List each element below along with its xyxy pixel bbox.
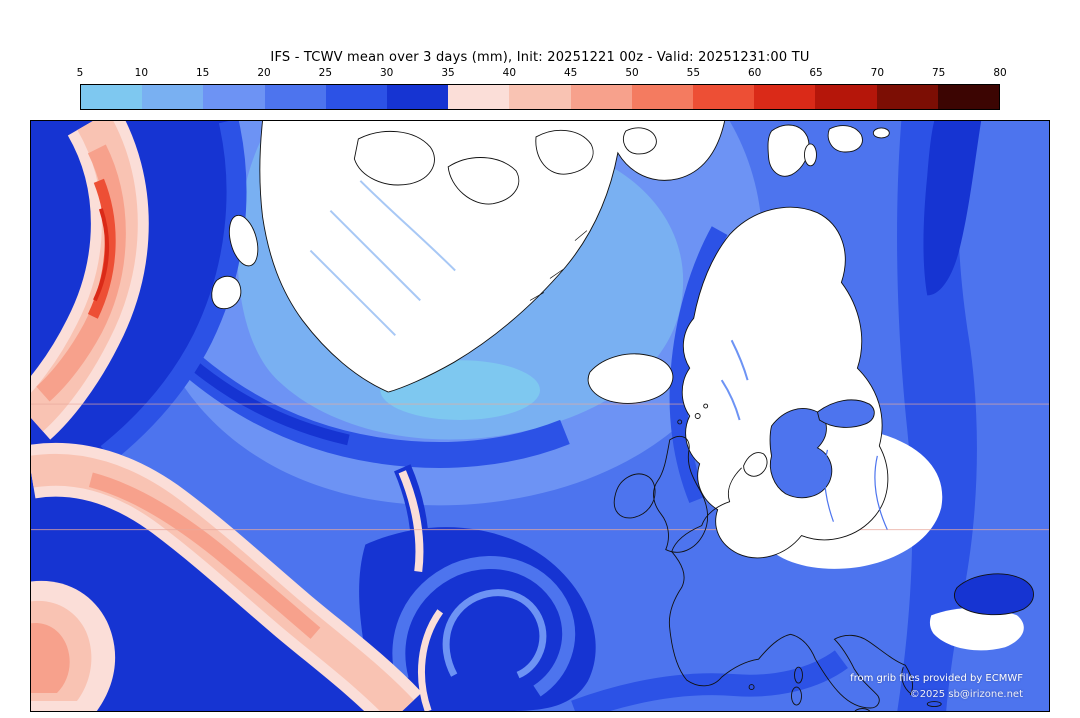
colorbar-segment xyxy=(693,85,755,109)
colorbar-tick-label: 70 xyxy=(870,67,885,79)
contour-fills-dark-blues xyxy=(31,121,982,711)
colorbar-tick-label: 40 xyxy=(502,67,517,79)
colorbar-segment xyxy=(631,85,694,109)
colorbar-tick-label: 65 xyxy=(809,67,823,79)
warm-plume-bands xyxy=(31,121,444,711)
colorbar-segment xyxy=(264,85,326,109)
coastlines xyxy=(211,121,1034,711)
colorbar-tick-label: 5 xyxy=(76,67,84,79)
colorbar-segment xyxy=(876,85,938,109)
colorbar-segment xyxy=(448,85,510,109)
map-frame: from grib files provided by ECMWF ©2025 … xyxy=(30,120,1050,712)
colorbar: 5 10 15 20 25 30 35 40 45 50 55 60 65 70 75 80 xyxy=(77,67,1007,110)
colorbar-segment xyxy=(387,85,449,109)
colorbar-tick-label: 60 xyxy=(747,67,762,79)
colorbar-tick-label: 25 xyxy=(318,67,333,79)
colorbar-tick-label: 35 xyxy=(441,67,455,79)
attribution-ecmwf: from grib files provided by ECMWF xyxy=(850,673,1023,684)
page-title: IFS - TCWV mean over 3 days (mm), Init: … xyxy=(270,50,810,65)
colorbar-tick-label: 10 xyxy=(134,67,149,79)
colorbar-segment xyxy=(815,85,877,109)
colorbar-segment xyxy=(509,85,571,109)
colorbar-tick-label: 20 xyxy=(257,67,271,79)
colorbar-segment xyxy=(325,85,388,109)
colorbar-tick-label: 80 xyxy=(993,67,1007,79)
colorbar-gradient xyxy=(80,84,1000,110)
attribution-copyright: ©2025 sb@irizone.net xyxy=(909,689,1023,700)
colorbar-tick-label: 45 xyxy=(563,67,578,79)
colorbar-tick-label: 30 xyxy=(379,67,394,79)
colorbar-segment xyxy=(754,85,816,109)
colorbar-tick-label: 55 xyxy=(686,67,701,79)
colorbar-segment xyxy=(937,85,1000,109)
colorbar-tick-labels: 5 10 15 20 25 30 35 40 45 50 55 60 65 70 75 80 xyxy=(76,67,1007,81)
colorbar-tick-label: 50 xyxy=(625,67,639,79)
tcwv-contour-map xyxy=(31,121,1049,711)
colorbar-tick-label: 75 xyxy=(931,67,946,79)
colorbar-segment xyxy=(142,85,204,109)
colorbar-segment xyxy=(203,85,265,109)
colorbar-segment xyxy=(570,85,632,109)
colorbar-segment xyxy=(81,85,143,109)
greenland-ice-texture xyxy=(309,180,456,336)
colorbar-tick-label: 15 xyxy=(195,67,210,79)
